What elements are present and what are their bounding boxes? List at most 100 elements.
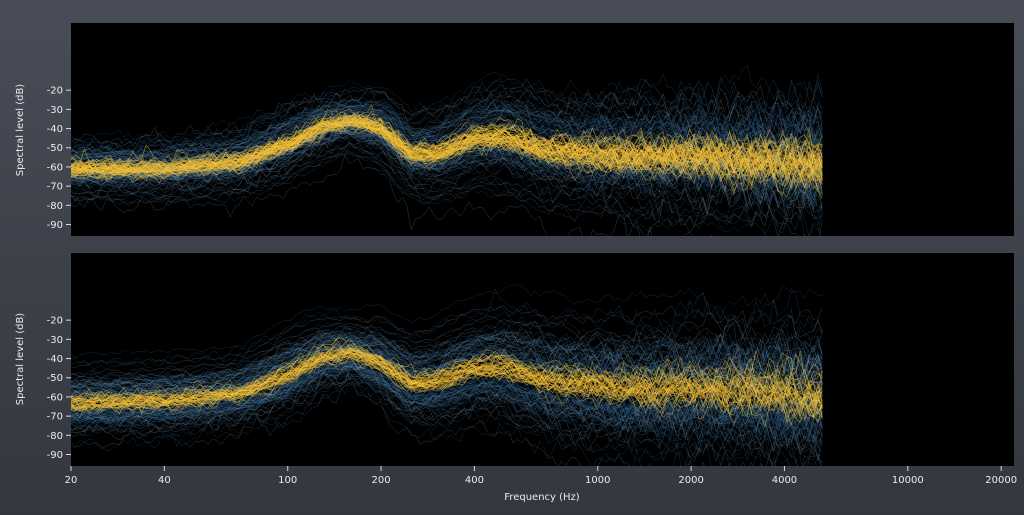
spectrum-trace <box>71 125 823 207</box>
spectrum-trace <box>71 332 823 388</box>
spectrum-trace <box>71 348 823 403</box>
spectrum-trace <box>71 362 823 448</box>
spectrum-trace <box>71 109 823 167</box>
spectrum-trace <box>71 364 823 456</box>
spectrum-trace <box>71 99 823 162</box>
spectrum-trace <box>71 342 823 400</box>
spectrum-trace <box>71 352 823 420</box>
spectrum-trace <box>71 93 823 165</box>
spectrum-trace <box>71 132 823 207</box>
spectrum-trace <box>71 331 823 389</box>
spectrum-trace <box>71 344 823 396</box>
panel-bottom: -20 -30 -40 -50 -60 -70 -80 -90 <box>47 253 1014 466</box>
spectrum-trace <box>71 355 823 429</box>
spectrum-trace <box>71 360 823 438</box>
spectrum-trace <box>71 101 823 161</box>
spectrum-trace <box>71 125 823 188</box>
spectrum-trace <box>71 87 823 161</box>
spectrum-trace <box>71 121 823 185</box>
x-axis-label: Frequency (Hz) <box>504 492 580 503</box>
spectrum-trace <box>71 151 823 236</box>
spectrum-trace <box>71 338 823 389</box>
spectrum-trace <box>71 332 823 391</box>
spectrum-trace <box>71 126 823 210</box>
spectrum-trace <box>71 129 823 195</box>
spectrum-trace <box>71 329 823 386</box>
spectrum-trace <box>71 111 823 175</box>
spectrum-trace <box>71 349 823 414</box>
y-ticks-top: -20 -30 -40 -50 -60 -70 -80 -90 <box>47 86 71 231</box>
spectrum-trace <box>71 284 823 359</box>
y-tick-label: -30 <box>47 335 63 346</box>
spectrum-trace <box>71 366 823 466</box>
spectrum-trace <box>71 112 823 166</box>
spectrum-trace <box>71 358 823 422</box>
spectrum-trace <box>71 363 823 438</box>
spectrum-trace <box>71 368 823 441</box>
spectrum-trace <box>71 374 823 466</box>
y-axis-label-bottom: Spectral level (dB) <box>15 313 26 406</box>
spectrum-trace <box>71 133 823 209</box>
spectrum-trace <box>71 329 823 390</box>
spectrum-trace <box>71 78 823 160</box>
spectrum-trace <box>71 329 823 387</box>
spectrum-trace <box>71 348 823 431</box>
spectrum-trace <box>71 330 823 392</box>
spectrum-trace <box>71 344 823 402</box>
spectrum-trace <box>71 78 823 146</box>
spectrum-trace <box>71 382 822 466</box>
spectrum-trace <box>71 99 823 163</box>
spectrum-trace <box>71 368 823 466</box>
spectrum-trace <box>71 366 823 449</box>
spectrum-trace <box>71 354 823 431</box>
spectrum-trace <box>71 340 823 404</box>
x-tick-label: 20 <box>65 475 78 486</box>
y-tick-label: -30 <box>47 105 63 116</box>
spectrum-trace <box>71 129 823 206</box>
spectrum-trace <box>71 360 823 445</box>
spectrum-trace <box>71 287 823 368</box>
spectrum-trace <box>71 318 823 378</box>
spectrum-trace <box>71 114 823 175</box>
x-tick-label: 10000 <box>892 475 924 486</box>
y-tick-label: -70 <box>47 182 63 193</box>
x-ticks: 20 40 100 200 400 1000 2000 4000 10000 20000 <box>65 466 1017 486</box>
traces-top <box>71 65 823 236</box>
spectrum-trace <box>71 305 823 368</box>
spectrum-trace <box>71 116 823 189</box>
spectrum-trace <box>71 105 823 162</box>
spectrum-trace <box>71 365 823 446</box>
spectrum-trace <box>71 365 823 448</box>
spectrum-trace <box>71 154 713 236</box>
spectrum-trace <box>71 369 823 463</box>
y-tick-label: -20 <box>47 316 63 327</box>
spectrum-trace <box>71 288 823 370</box>
spectrum-trace <box>71 118 823 208</box>
spectrum-trace <box>71 335 823 403</box>
spectrum-trace <box>71 311 823 378</box>
spectrum-trace <box>71 105 823 158</box>
spectrum-trace <box>71 132 823 210</box>
y-tick-label: -80 <box>47 431 63 442</box>
spectrum-trace <box>71 333 823 394</box>
y-tick-label: -50 <box>47 143 63 154</box>
x-tick-label: 400 <box>465 475 484 486</box>
y-tick-label: -40 <box>47 124 63 135</box>
spectrum-trace <box>71 149 823 236</box>
spectrum-trace <box>71 368 823 455</box>
spectrum-trace <box>71 82 823 158</box>
spectrum-trace <box>71 127 823 214</box>
spectrum-trace <box>71 349 823 410</box>
spectrum-trace <box>71 122 823 199</box>
spectrum-trace <box>71 337 823 389</box>
spectrum-trace <box>71 132 823 216</box>
y-tick-label: -90 <box>47 220 63 231</box>
spectrum-trace <box>71 363 823 445</box>
spectrum-trace <box>71 138 823 218</box>
spectrum-trace <box>71 328 823 394</box>
spectrum-trace <box>71 107 823 164</box>
spectrum-trace <box>71 367 823 452</box>
spectrum-trace <box>71 130 823 201</box>
spectrum-trace <box>71 132 823 223</box>
spectrum-trace <box>71 78 823 148</box>
